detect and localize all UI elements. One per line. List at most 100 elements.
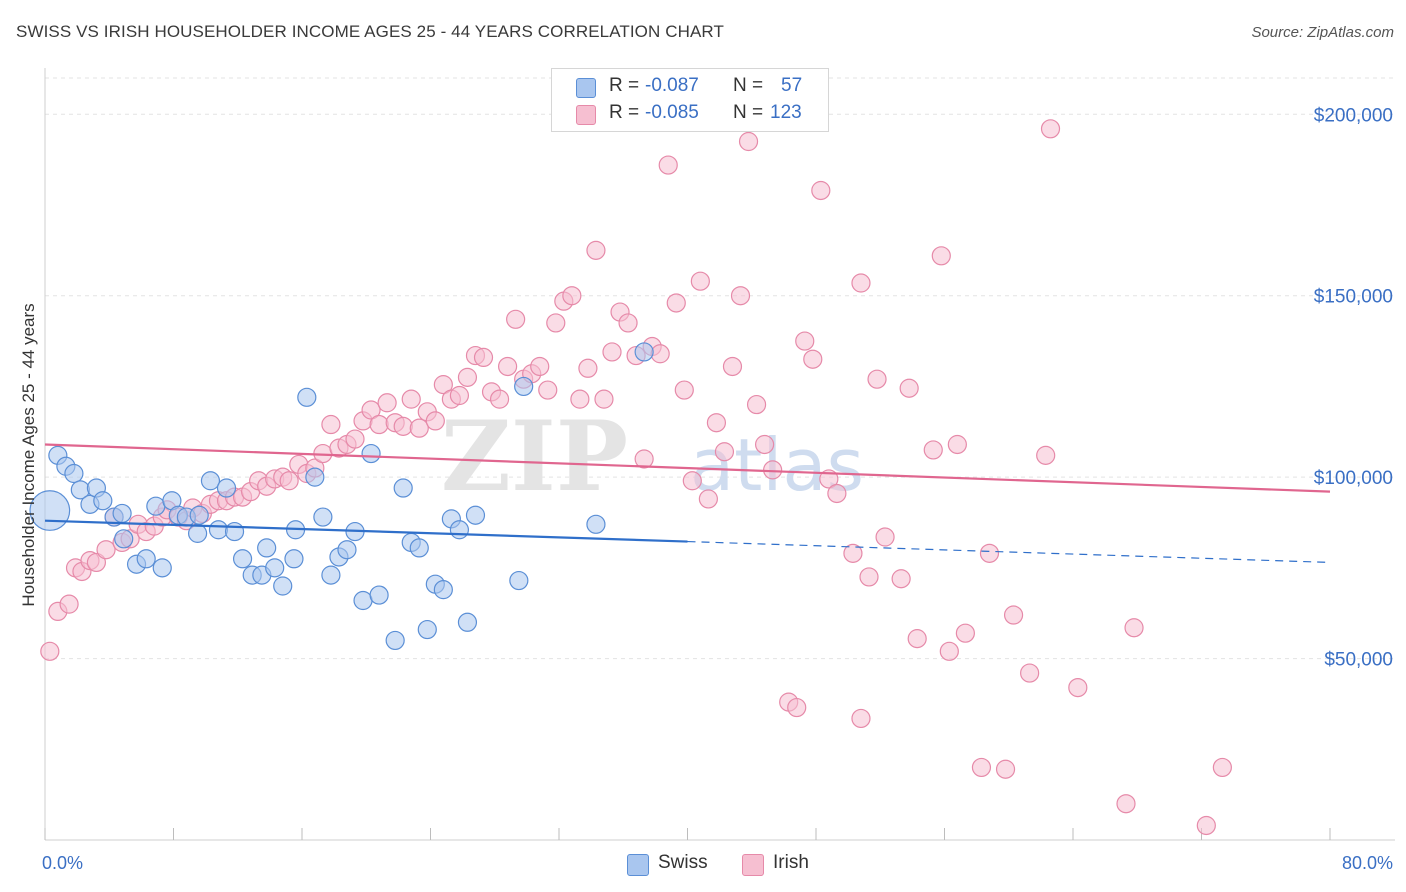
irish-point <box>369 414 389 435</box>
series-label-irish: Irish <box>773 852 809 873</box>
swiss-point <box>433 580 453 600</box>
irish-point <box>923 440 943 460</box>
irish-point <box>722 356 743 377</box>
swiss-point <box>393 478 413 498</box>
y-tick-label: $50,000 <box>1324 650 1393 671</box>
irish-point <box>498 356 518 377</box>
irish-point <box>811 180 831 201</box>
swiss-point <box>112 503 132 524</box>
series-swatch-swiss <box>627 854 649 876</box>
irish-point <box>1212 757 1232 778</box>
irish-point <box>1036 445 1056 465</box>
irish-point <box>867 369 887 389</box>
irish-point <box>562 286 582 306</box>
irish-point <box>674 380 694 400</box>
swiss-point <box>297 387 317 407</box>
swiss-point <box>224 521 245 542</box>
irish-point <box>754 434 775 455</box>
legend-n-label: N = <box>733 102 764 123</box>
irish-point <box>1020 663 1040 683</box>
swiss-point <box>361 443 381 464</box>
legend-n-value-swiss: 57 <box>781 75 803 96</box>
irish-point <box>538 380 558 400</box>
swiss-point <box>417 619 437 640</box>
irish-point <box>682 471 702 491</box>
swiss-trend-line-extension <box>687 540 1331 564</box>
swiss-point <box>216 478 237 498</box>
irish-point <box>746 394 767 415</box>
swiss-point <box>465 505 486 525</box>
irish-point <box>650 344 670 364</box>
irish-point <box>947 434 967 455</box>
irish-point <box>506 309 526 329</box>
swiss-trend-line <box>44 519 688 543</box>
chart-title: SWISS VS IRISH HOUSEHOLDER INCOME AGES 2… <box>16 22 724 41</box>
irish-point <box>96 540 116 560</box>
y-tick-label: $150,000 <box>1314 287 1393 308</box>
irish-point <box>425 411 445 431</box>
irish-point <box>634 449 654 469</box>
irish-point <box>618 313 638 333</box>
irish-point <box>859 567 879 587</box>
y-tick-label: $200,000 <box>1314 105 1393 126</box>
axis-labels: $50,000 $100,000 $150,000 $200,000 0.0% 80.0%… <box>19 105 1393 873</box>
swiss-point <box>353 590 373 611</box>
irish-point <box>1196 815 1216 836</box>
irish-point <box>546 313 566 333</box>
irish-point <box>891 569 911 589</box>
swiss-point <box>200 471 221 491</box>
swiss-point <box>257 538 277 558</box>
irish-point <box>658 155 678 175</box>
swiss-point <box>136 549 156 569</box>
legend-swatch-irish <box>576 105 596 125</box>
irish-point <box>321 414 341 435</box>
irish-point <box>449 385 470 406</box>
series-legend: Swiss Irish <box>0 852 1406 878</box>
irish-point <box>279 471 299 491</box>
swiss-point <box>114 529 134 549</box>
swiss-point <box>93 491 113 511</box>
legend-r-label: R = <box>609 75 640 96</box>
irish-point <box>698 489 718 509</box>
swiss-point <box>189 505 209 525</box>
irish-point <box>489 389 510 409</box>
swiss-point <box>409 538 429 558</box>
series-swatch-irish <box>742 854 764 876</box>
swiss-point <box>586 514 606 534</box>
irish-point <box>1040 119 1061 139</box>
irish-point <box>457 367 478 387</box>
legend-r-value-irish: -0.085 <box>645 102 699 123</box>
swiss-point <box>187 523 208 543</box>
legend-n-label: N = <box>733 75 764 96</box>
irish-point <box>377 393 397 413</box>
swiss-point <box>64 463 84 484</box>
irish-point <box>361 400 381 420</box>
irish-point <box>59 594 79 614</box>
irish-point <box>738 131 759 152</box>
watermark-zip: ZIP <box>441 400 628 513</box>
irish-point <box>979 543 1000 563</box>
irish-point <box>578 358 598 378</box>
swiss-point <box>321 565 341 585</box>
irish-point <box>602 342 622 362</box>
irish-points <box>40 119 1232 836</box>
swiss-point <box>273 576 293 596</box>
irish-point <box>40 641 60 661</box>
swiss-point <box>232 549 253 569</box>
irish-point <box>594 389 614 409</box>
irish-point <box>345 429 365 449</box>
irish-point <box>939 641 959 661</box>
swiss-point <box>514 376 534 397</box>
irish-point <box>1116 794 1136 814</box>
irish-point <box>1003 605 1024 625</box>
irish-point <box>803 349 823 369</box>
irish-point <box>795 331 815 351</box>
swiss-point <box>152 558 172 578</box>
swiss-point <box>284 549 304 569</box>
irish-point <box>875 527 895 547</box>
legend-r-label: R = <box>609 102 640 123</box>
irish-point <box>843 543 863 563</box>
irish-point <box>955 623 975 643</box>
trend-lines <box>44 443 1331 564</box>
